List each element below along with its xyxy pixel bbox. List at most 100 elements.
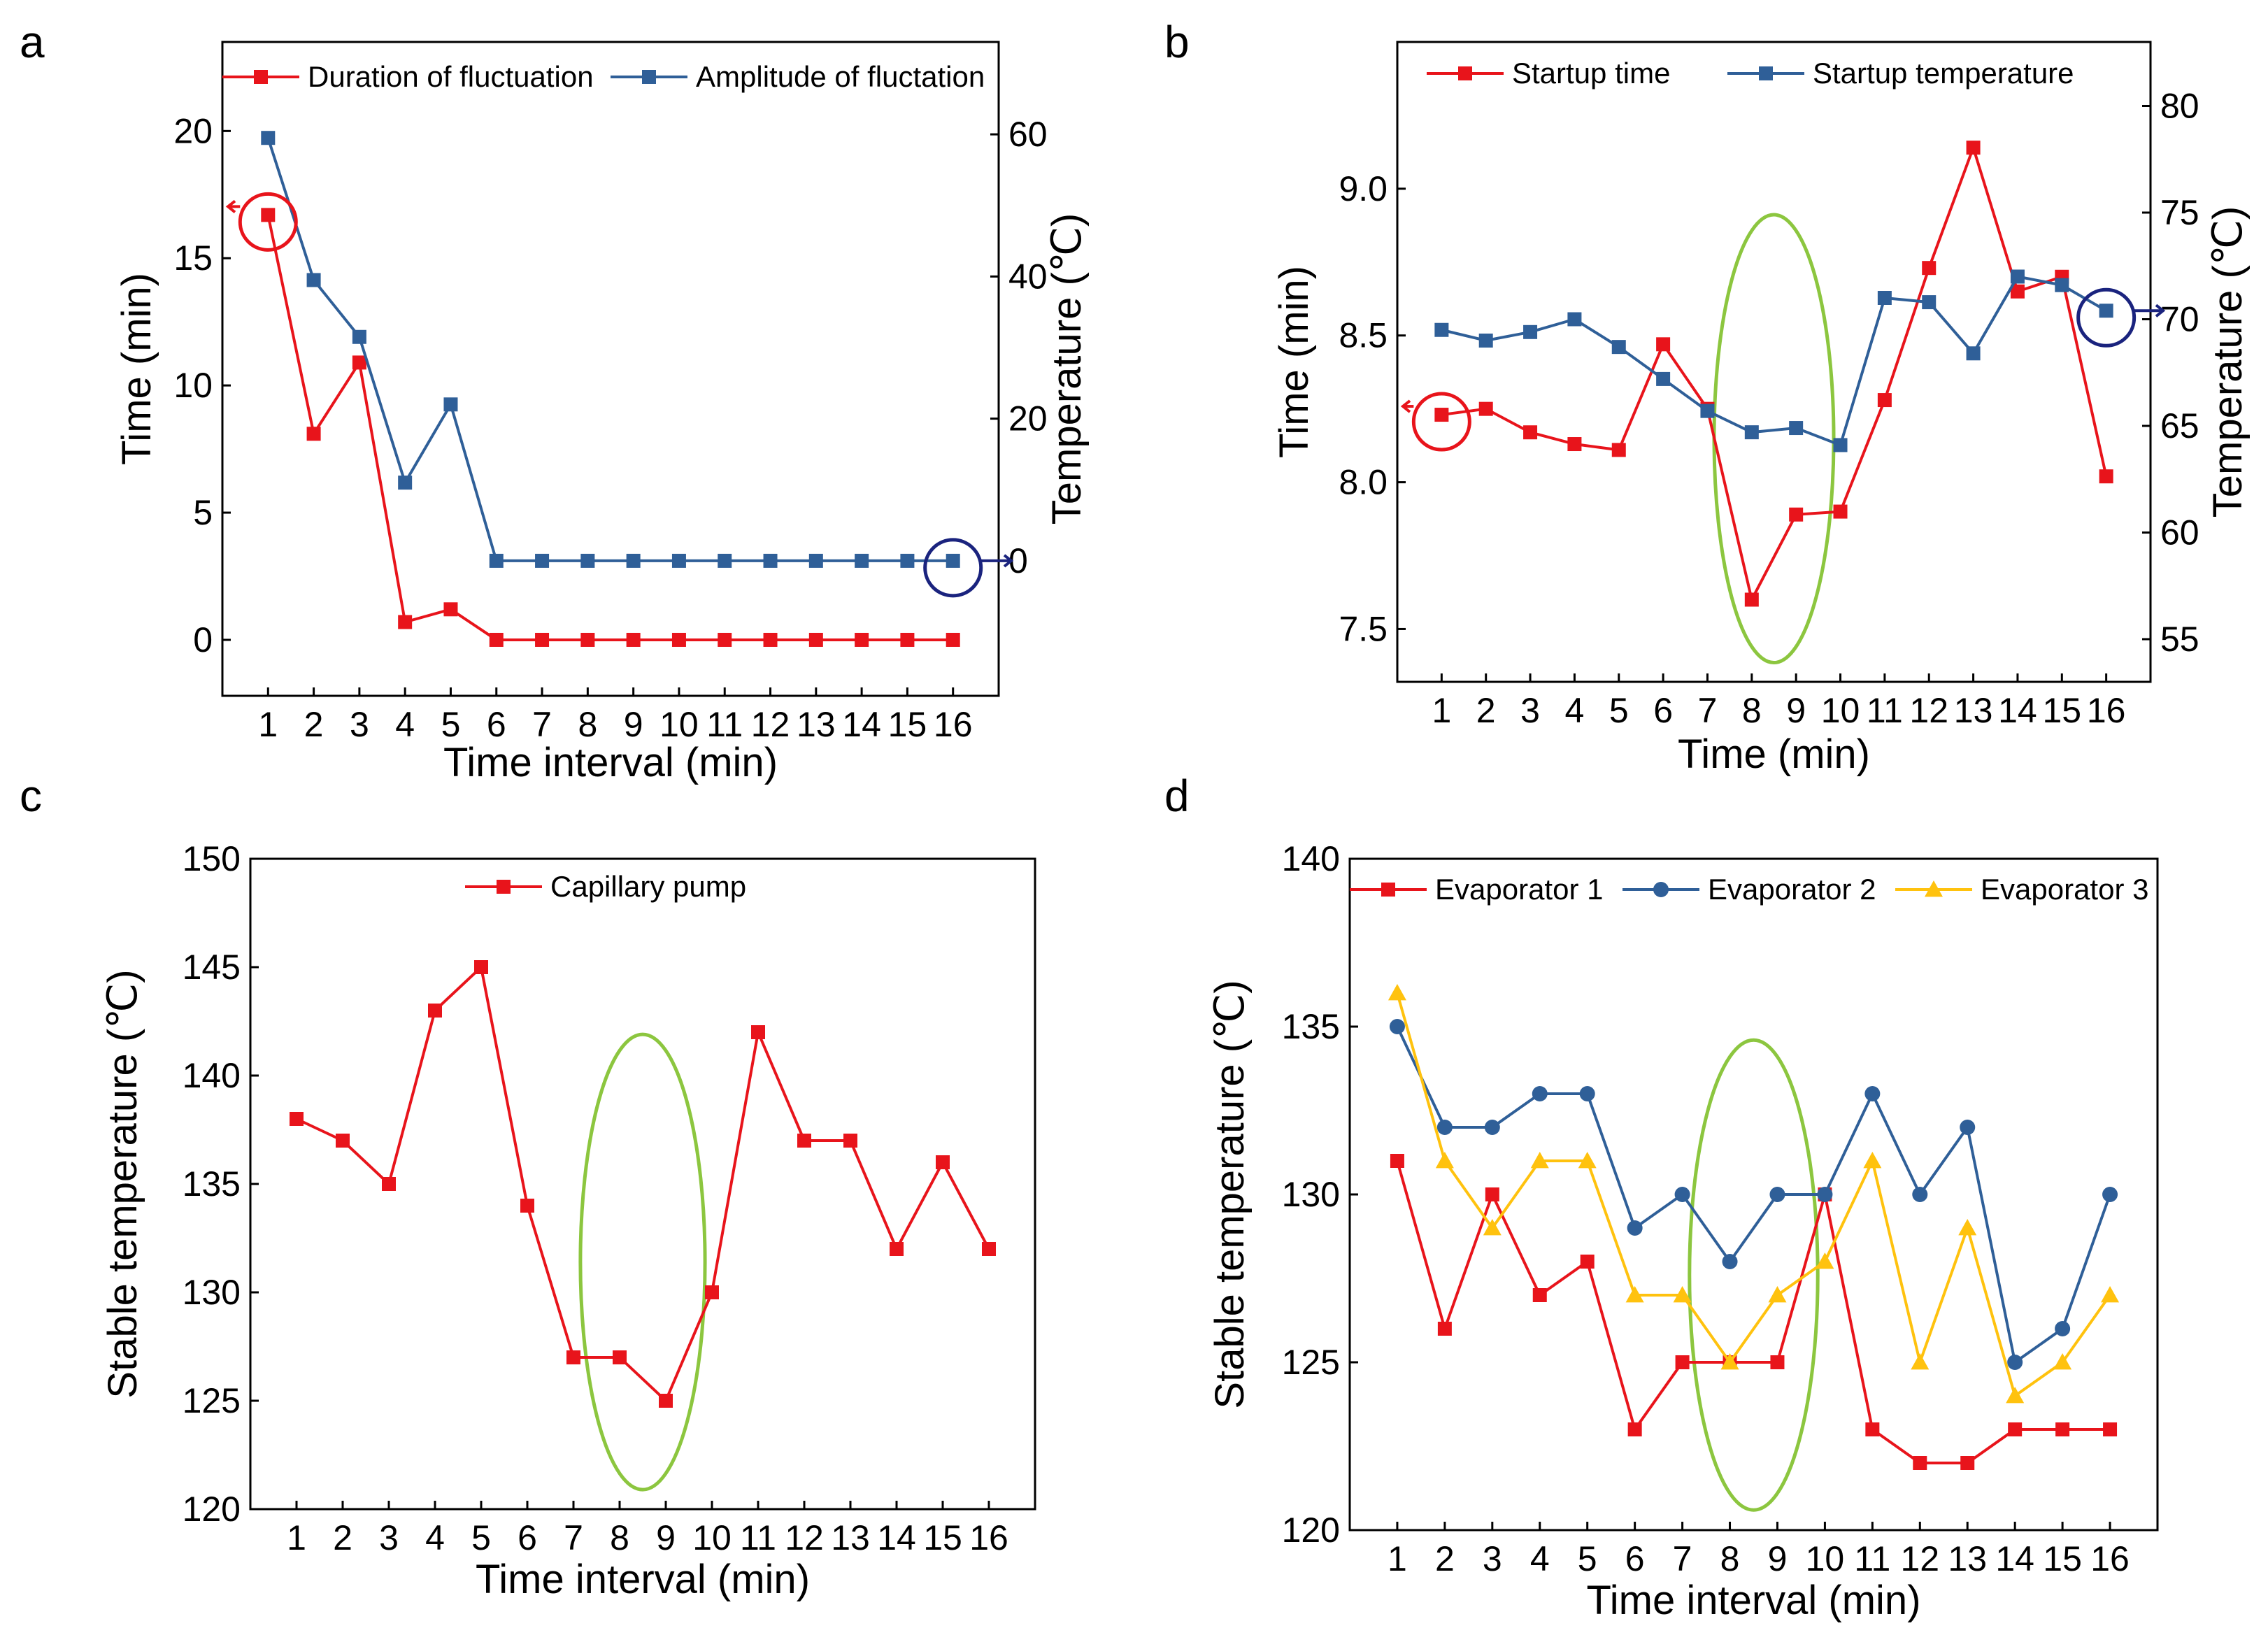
x-tick-label: 2 [333,1518,352,1557]
data-point [1578,1152,1597,1169]
y2-tick-label: 40 [1008,257,1048,296]
data-point [1523,324,1538,339]
series-line [1396,992,2111,1399]
data-point [443,397,458,412]
x-tick-label: 1 [1388,1539,1407,1578]
x-tick-label: 10 [692,1518,732,1557]
y-tick-label: 10 [173,366,213,405]
data-point [398,615,413,629]
highlight-ellipse [1712,213,1836,665]
data-point [843,1134,857,1148]
data-point [2053,1353,2072,1370]
x-tick-label: 8 [578,705,597,744]
y2-axis-label: Temperature (℃) [1044,213,1090,524]
data-point [1485,1187,1499,1201]
x-tick-label: 4 [395,705,415,744]
data-point [946,553,960,568]
data-point [626,553,641,568]
data-point [1863,1152,1882,1169]
x-tick-label: 10 [659,705,699,744]
data-point [520,1199,534,1213]
data-point [1912,1187,1928,1202]
data-point [946,632,960,647]
x-tick-label: 1 [258,705,278,744]
x-tick-label: 3 [1483,1539,1502,1578]
y-tick-label: 120 [1282,1511,1340,1550]
x-tick-label: 2 [304,705,324,744]
x-tick-label: 5 [1578,1539,1597,1578]
data-point [1478,334,1493,348]
data-point [1877,393,1892,408]
panel-b-letter: b [1164,17,1190,67]
data-point [763,553,778,568]
data-point [2008,1422,2023,1436]
data-point [443,602,458,617]
data-point [1627,1220,1643,1236]
data-point [580,632,595,647]
y-axis-label: Time (min) [1271,266,1317,458]
data-point [1922,261,1937,276]
highlight-ellipse [578,1032,707,1492]
x-tick-label: 7 [532,705,552,744]
data-point [1580,1255,1595,1269]
data-point [900,632,915,647]
data-point [1864,1086,1881,1101]
data-point [306,427,321,441]
panel-b: b 1 2 3 4 5 6 7 8 9 10 11 12 13 14 15 167.58.08.59.0556… [1164,17,2251,777]
data-point [1625,1286,1644,1303]
x-tick-label: 4 [1565,691,1585,730]
x-tick-label: 16 [969,1518,1008,1557]
x-tick-label: 15 [2042,691,2081,730]
arrow-head [1003,554,1014,568]
x-tick-label: 5 [471,1518,491,1557]
data-point [1770,1355,1785,1369]
y2-tick-label: 60 [1008,115,1048,154]
data-point [1913,1456,1927,1470]
data-point [1434,322,1449,337]
data-point [306,273,321,287]
data-point [936,1155,950,1169]
data-point [718,553,732,568]
x-tick-label: 1 [287,1518,306,1557]
data-point [1674,1187,1690,1202]
y-tick-label: 135 [1282,1007,1340,1046]
data-point [659,1394,673,1408]
data-point [671,553,686,568]
y2-tick-label: 70 [2160,300,2199,339]
data-point [1656,371,1671,386]
x-tick-label: 15 [923,1518,962,1557]
x-tick-label: 8 [1720,1539,1740,1578]
y-tick-label: 135 [183,1164,241,1204]
data-point [1478,401,1493,416]
x-tick-label: 14 [842,705,881,744]
series-line [266,214,953,641]
y2-axis-label: Temperature (℃) [2205,206,2251,517]
data-point [1744,425,1759,440]
data-point [2055,1422,2070,1436]
x-tick-label: 2 [1435,1539,1455,1578]
data-point [1958,1219,1977,1236]
data-point [566,1350,580,1364]
series-line [1396,1160,2111,1464]
data-point [1530,1152,1549,1169]
data-point [718,632,732,647]
data-point [474,960,488,974]
series-line [1441,143,2108,604]
y-tick-label: 150 [183,839,241,878]
x-axis-label: Time interval (min) [476,1557,810,1602]
data-point [705,1285,719,1299]
y2-tick-label: 65 [2160,406,2199,445]
legend-label: Evaporator 2 [1708,873,1876,906]
legend-label: Evaporator 3 [1981,873,2148,906]
x-axis-label: Time interval (min) [443,740,778,785]
x-tick-label: 3 [1520,691,1540,730]
data-point [1483,1219,1502,1236]
plot-frame [249,857,1036,1511]
x-tick-label: 8 [610,1518,629,1557]
data-point [671,632,686,647]
data-point [2102,1187,2118,1202]
data-point [763,632,778,647]
data-point [1389,1019,1405,1034]
y-axis-label: Time (min) [114,273,159,465]
panel-d: d 1 2 3 4 5 6 7 8 9 10 11 12 13 14 15 16120125130135140… [1164,771,2159,1623]
